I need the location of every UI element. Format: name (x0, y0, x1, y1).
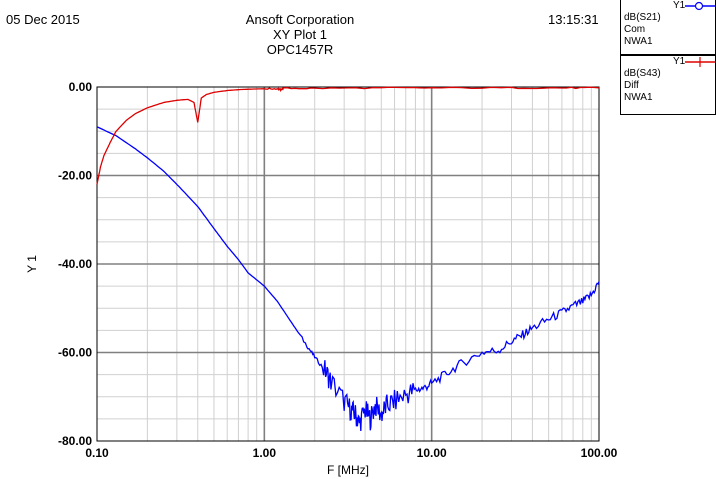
tick-labels: 0.10 1.00 10.00 100.00 0.00 -20.00 -40.00 -60.0… (58, 80, 618, 460)
x-tick-label: 1.00 (253, 446, 277, 460)
legend-marker-cross-icon (685, 57, 715, 67)
legend-trace-name: dB(S43) (624, 68, 661, 79)
legend-trace-source: NWA1 (624, 36, 653, 47)
company-title: Ansoft Corporation (245, 12, 355, 27)
legend-trace-mode: Diff (624, 80, 639, 91)
legend-trace-name: dB(S21) (624, 12, 661, 23)
y-tick-label: -80.00 (58, 434, 92, 448)
plot-frame (96, 86, 600, 442)
y-axis-label: Y 1 (25, 255, 39, 273)
legend-entry-s21[interactable]: Y1 dB(S21) Com NWA1 (620, 0, 716, 55)
legend-entry-s43[interactable]: Y1 dB(S43) Diff NWA1 (620, 55, 716, 115)
series-lines (96, 86, 600, 432)
legend-marker-circle-icon (685, 1, 715, 11)
legend-trace-mode: Com (624, 24, 646, 35)
x-tick-label: 100.00 (581, 446, 618, 460)
device-title: OPC1457R (266, 42, 334, 57)
y-tick-label: 0.00 (69, 80, 93, 94)
grid-lines (97, 87, 599, 441)
x-tick-label: 0.10 (85, 446, 109, 460)
series-line-s21-com[interactable] (96, 126, 600, 432)
report-date: 05 Dec 2015 (6, 12, 80, 27)
legend-axis-label: Y1 (673, 0, 686, 11)
report-time: 13:15:31 (548, 12, 599, 27)
chart-title-block: Ansoft Corporation XY Plot 1 OPC1457R (200, 12, 400, 57)
series-line-s43-diff[interactable] (96, 86, 600, 185)
y-tick-label: -40.00 (58, 257, 92, 271)
plot-title: XY Plot 1 (273, 27, 327, 42)
x-tick-label: 10.00 (417, 446, 447, 460)
legend-trace-source: NWA1 (624, 92, 653, 103)
y-tick-label: -20.00 (58, 169, 92, 183)
x-axis-label: F [MHz] (327, 463, 369, 477)
y-tick-label: -60.00 (58, 346, 92, 360)
legend-axis-label: Y1 (673, 56, 686, 67)
